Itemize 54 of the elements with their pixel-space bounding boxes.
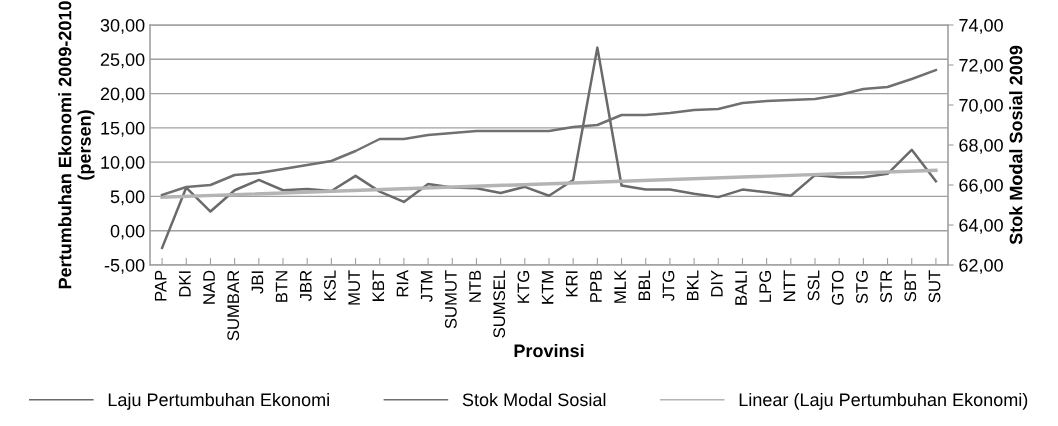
x-tick-label: BTN [275, 271, 288, 302]
x-tick-label: KSL [324, 270, 336, 300]
y2-tick-label: 70,00 [959, 98, 1003, 114]
x-tick-label: MUT [348, 270, 361, 305]
x-tick-label: SUMSEL [493, 270, 506, 338]
x-tick-label: NAD [203, 270, 215, 304]
x-tick-label: SUMUT [444, 270, 457, 329]
x-tick-label: STR [880, 270, 893, 303]
x-tick-label: BBL [638, 270, 651, 300]
x-tick-label: SSL [807, 270, 820, 301]
y-tick-label: 10,00 [101, 156, 145, 171]
x-tick-label: GTO [831, 270, 844, 305]
y-axis-title: Pertumbuhan Ekonomi 2009-2010 (persen) [58, 1, 95, 289]
y-tick-label: 20,00 [100, 87, 145, 103]
x-tick-label: NTT [783, 270, 796, 301]
x-tick-label: MLK [614, 270, 626, 303]
x-tick-label: JBR [300, 270, 312, 302]
x-tick-label: JTM [420, 271, 433, 302]
y2-axis-title: Stok Modal Sosial 2009 [1009, 45, 1023, 245]
x-tick-label: DIY [711, 270, 723, 297]
y-tick-label: 30,00 [100, 18, 145, 34]
legend-label: Linear (Laju Pertumbuhan Ekonomi) [739, 392, 1028, 410]
y2-tick-label: 62,00 [959, 258, 1003, 274]
x-tick-label: BKL [686, 270, 699, 300]
x-tick-label: RIA [396, 269, 409, 297]
x-axis-title: Provinsi [514, 343, 584, 358]
y2-tick-label: 68,00 [959, 138, 1003, 154]
x-tick-label: LPG [759, 271, 772, 302]
x-tick-label: SUMBAR [227, 270, 240, 341]
y-tick-label: 5,00 [110, 190, 145, 206]
x-tick-label: SBT [904, 270, 917, 302]
x-tick-label: PAP [154, 270, 167, 301]
x-tick-label: DKI [179, 271, 191, 297]
y2-tick-label: 64,00 [959, 218, 1003, 234]
y-tick-label: 25,00 [100, 53, 145, 69]
x-tick-label: KTG [517, 271, 530, 303]
x-tick-label: JTG [662, 271, 675, 302]
legend-label: Stok Modal Sosial [462, 392, 606, 407]
x-tick-label: STG [856, 271, 868, 304]
y-tick-label: 15,00 [101, 121, 145, 137]
x-tick-label: KTM [541, 271, 554, 304]
y-tick-label: 0,00 [110, 224, 145, 240]
x-tick-label: SUT [928, 270, 941, 303]
x-tick-label: BALI [735, 271, 747, 305]
x-tick-label: KRI [566, 271, 578, 297]
x-tick-label: JBI [251, 271, 264, 294]
legend-label: Laju Pertumbuhan Ekonomi [108, 392, 329, 410]
y-tick-label: -5,00 [104, 258, 145, 274]
x-tick-label: PPB [590, 270, 602, 302]
y2-tick-label: 74,00 [959, 18, 1003, 34]
x-tick-label: NTB [469, 270, 481, 302]
x-tick-label: KBT [372, 270, 385, 301]
y2-tick-label: 66,00 [959, 178, 1003, 194]
y2-tick-label: 72,00 [959, 58, 1003, 74]
